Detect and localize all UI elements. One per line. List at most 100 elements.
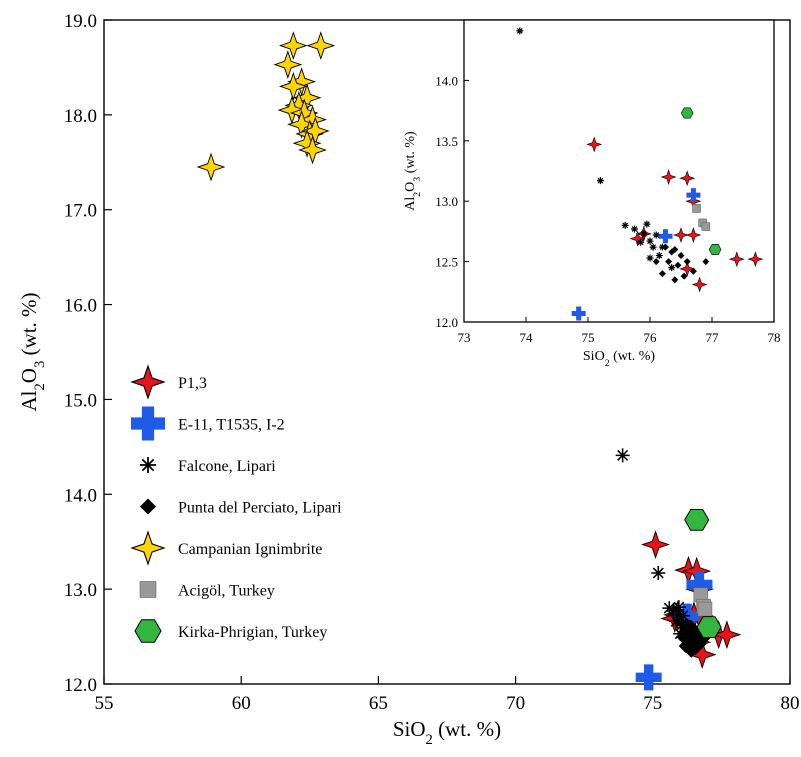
inset-data-point-punta-del-perciato-lipari: [652, 258, 660, 266]
inset-data-point-p1-3: [660, 169, 677, 185]
y-tick-label: 19.0: [64, 11, 97, 32]
inset-x-tick-label: 78: [768, 330, 781, 345]
legend-marker-punta-del-perciato-lipari: [140, 498, 156, 515]
inset-data-point-p1-3: [728, 251, 745, 268]
inset-data-point-e-11-t1535-i-2: [686, 188, 701, 203]
y-tick-label: 17.0: [64, 201, 97, 222]
data-point-e-11-t1535-i-2: [674, 603, 701, 630]
inset-data-point-p1-3: [747, 251, 764, 268]
inset-data-point-punta-del-perciato-lipari: [671, 276, 679, 284]
inset-plot-frame: [463, 19, 775, 323]
legend-marker-campanian-ignimbrite: [130, 530, 166, 566]
inset-x-tick-label: 77: [706, 330, 720, 345]
legend: P1,3 E-11, T1535, I-2 Falcone, Lipari Punta…: [130, 364, 342, 643]
legend-item: Falcone, Lipari: [140, 457, 276, 475]
inset-series-kirka-phrigian-turkey: [680, 107, 722, 256]
inset-data-point-acig-l-turkey: [701, 222, 711, 231]
data-point-punta-del-perciato-lipari: [684, 643, 699, 658]
data-point-p1-3: [641, 530, 670, 559]
data-point-falcone-lipari: [651, 566, 666, 581]
inset-x-tick-label: 76: [644, 330, 658, 345]
y-axis-label: Al2O3 (wt. %): [17, 292, 48, 411]
inset-data-point-falcone-lipari: [668, 264, 676, 272]
series-campanian-ignimbrite: [196, 31, 336, 182]
inset-data-point-p1-3: [586, 136, 603, 153]
inset-data-point-punta-del-perciato-lipari: [689, 267, 697, 275]
inset-x-tick-label: 75: [582, 330, 595, 345]
inset-x-axis-label: SiO2 (wt. %): [583, 349, 656, 369]
x-axis-label: SiO2 (wt. %): [393, 717, 501, 748]
data-point-campanian-ignimbrite: [306, 31, 336, 61]
legend-item: Acigöl, Turkey: [139, 581, 275, 600]
inset-data-point-falcone-lipari: [655, 252, 663, 260]
inset-data-point-punta-del-perciato-lipari: [683, 258, 691, 266]
y-tick-label: 14.0: [64, 485, 97, 506]
inset-data-point-punta-del-perciato-lipari: [674, 261, 682, 269]
legend-label: Campanian Ignimbrite: [178, 541, 322, 558]
inset-data-point-punta-del-perciato-lipari: [665, 258, 673, 266]
legend-label: E-11, T1535, I-2: [178, 417, 285, 434]
inset-data-point-falcone-lipari: [621, 221, 629, 229]
inset-data-point-falcone-lipari: [640, 230, 648, 238]
x-tick-label: 70: [506, 693, 525, 714]
legend-item: E-11, T1535, I-2: [131, 406, 285, 441]
legend-item: Kirka-Phrigian, Turkey: [134, 619, 327, 643]
legend-label: Punta del Perciato, Lipari: [178, 500, 342, 517]
inset-data-point-punta-del-perciato-lipari: [671, 246, 679, 254]
data-point-kirka-phrigian-turkey: [696, 616, 722, 638]
inset-data-point-p1-3: [629, 230, 646, 247]
data-point-falcone-lipari: [671, 600, 686, 615]
legend-item: P1,3: [130, 364, 207, 400]
inset-data-point-acig-l-turkey: [692, 204, 701, 213]
data-point-campanian-ignimbrite: [278, 31, 308, 61]
inset-data-point-kirka-phrigian-turkey: [708, 244, 722, 256]
inset-data-point-punta-del-perciato-lipari: [680, 272, 688, 280]
data-point-falcone-lipari: [662, 601, 677, 616]
data-point-kirka-phrigian-turkey: [684, 509, 710, 531]
series-acig-l-turkey: [693, 587, 713, 617]
y-tick-label: 16.0: [64, 296, 97, 317]
inset-x-tick-label: 73: [458, 330, 471, 345]
inset-series-e-11-t1535-i-2: [571, 188, 701, 321]
inset-data-point-p1-3: [685, 227, 702, 243]
series-e-11-t1535-i-2: [635, 571, 713, 691]
data-point-p1-3: [712, 620, 742, 650]
legend-label: P1,3: [178, 375, 207, 392]
inset-y-tick-label: 14.0: [435, 73, 458, 88]
inset-data-point-punta-del-perciato-lipari: [702, 258, 710, 266]
inset-series-acig-l-turkey: [692, 204, 711, 231]
x-tick-label: 55: [95, 693, 114, 714]
data-point-campanian-ignimbrite: [287, 109, 316, 139]
inset-data-point-punta-del-perciato-lipari: [662, 243, 669, 251]
inset-series-punta-del-perciato-lipari: [652, 243, 710, 284]
data-point-falcone-lipari: [615, 448, 630, 463]
inset-data-point-p1-3: [673, 227, 689, 243]
inset-data-point-e-11-t1535-i-2: [658, 229, 673, 244]
y-tick-label: 12.0: [64, 675, 97, 696]
inset-data-point-falcone-lipari: [649, 243, 657, 251]
legend-marker-kirka-phrigian-turkey: [134, 619, 162, 643]
inset-x-tick-label: 74: [520, 330, 534, 345]
legend-marker-falcone-lipari: [140, 457, 156, 473]
inset-data-point-falcone-lipari: [516, 27, 524, 35]
inset-data-point-falcone-lipari: [637, 238, 645, 246]
legend-marker-e-11-t1535-i-2: [131, 406, 165, 441]
inset-data-point-e-11-t1535-i-2: [571, 306, 586, 321]
x-tick-label: 80: [781, 693, 800, 714]
legend-label: Kirka-Phrigian, Turkey: [178, 624, 327, 641]
inset-data-point-falcone-lipari: [596, 177, 604, 185]
legend-item: Punta del Perciato, Lipari: [140, 498, 342, 517]
legend-item: Campanian Ignimbrite: [130, 530, 322, 566]
inset-y-tick-label: 13.0: [435, 194, 458, 209]
data-point-campanian-ignimbrite: [196, 152, 226, 182]
legend-label: Falcone, Lipari: [178, 458, 276, 475]
inset-data-point-falcone-lipari: [631, 225, 638, 233]
x-tick-label: 75: [643, 693, 662, 714]
inset-scatter-plot: 73 74 75 76 77 78 12.0 12.5 13.0 13.5 14.0 SiO2 (wt…: [403, 19, 781, 369]
inset-data-point-punta-del-perciato-lipari: [677, 252, 685, 260]
x-tick-label: 60: [232, 693, 251, 714]
legend-marker-acig-l-turkey: [139, 581, 157, 598]
inset-data-point-falcone-lipari: [646, 237, 654, 245]
legend-marker-p1-3: [130, 364, 166, 400]
